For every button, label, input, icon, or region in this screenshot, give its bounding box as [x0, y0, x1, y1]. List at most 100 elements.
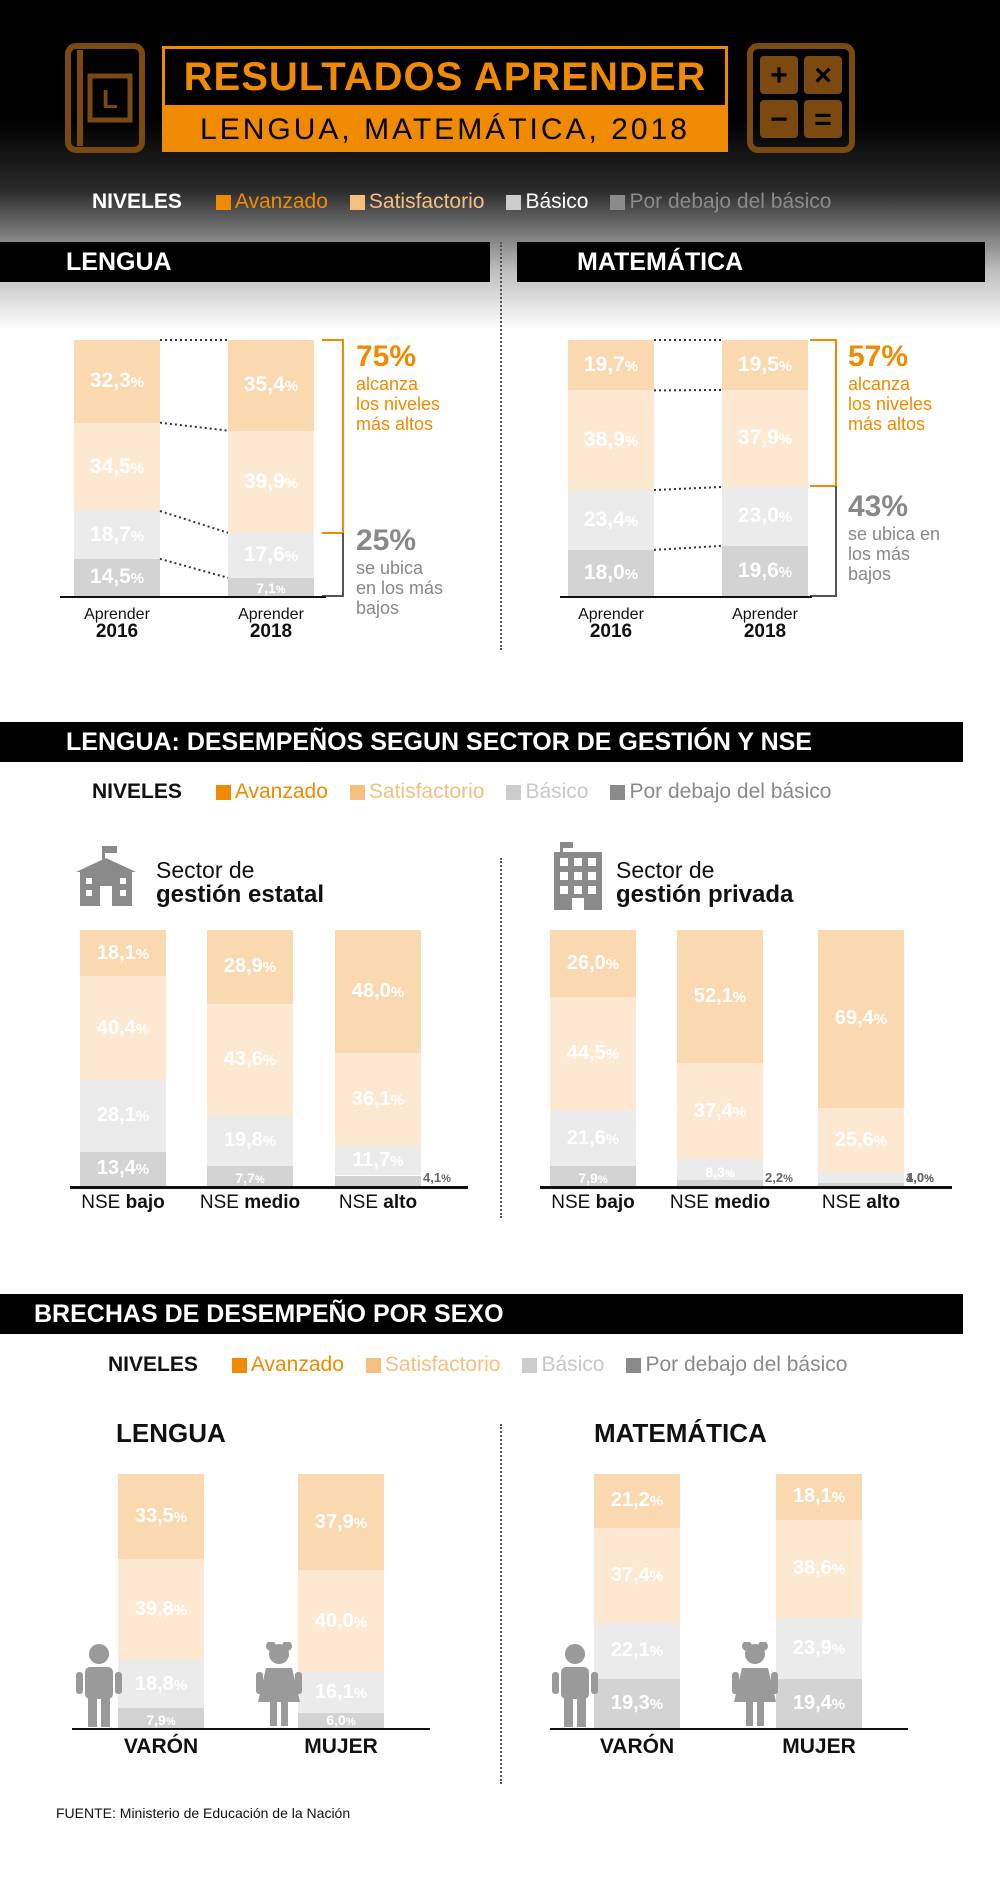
bar-segment: 17,6%: [228, 532, 314, 578]
legend-item: Satisfactorio: [349, 780, 485, 804]
building-icon: [554, 842, 602, 910]
legend-swatch: [215, 194, 231, 210]
data-label: 40,0%: [314, 1609, 368, 1632]
data-label: 19,6%: [737, 558, 793, 582]
legend-item: Satisfactorio: [349, 190, 485, 214]
lengua-high-text-2: los niveles: [356, 394, 441, 414]
bar-segment: 13,4%: [80, 1151, 166, 1186]
data-label: 17,6%: [243, 543, 299, 567]
legend-label: Satisfactorio: [368, 780, 485, 803]
data-label: 19,8%: [223, 1129, 277, 1152]
calculator-icon: + × − =: [747, 43, 855, 153]
section3-matematica-title: MATEMÁTICA: [594, 1418, 767, 1448]
bar-segment: 44,5%: [550, 996, 636, 1111]
bar-segment: 23,0%: [722, 486, 808, 546]
main-title: RESULTADOS APRENDER: [162, 46, 728, 108]
bar-segment: 38,6%: [776, 1519, 862, 1618]
axis-baseline: [540, 1186, 952, 1189]
legend-swatch: [215, 784, 231, 800]
legend-label: Avanzado: [234, 780, 328, 803]
mate-high-text-2: los niveles: [848, 394, 933, 414]
bar-segment: 23,4%: [568, 490, 654, 550]
bar-segment: 23,9%: [776, 1618, 862, 1679]
legend-swatch: [349, 784, 365, 800]
bar-segment: [818, 1173, 904, 1184]
lengua-high-pct: 75%: [356, 340, 417, 373]
bar-segment: 16,1%: [298, 1671, 384, 1713]
axis-baseline: [60, 596, 326, 598]
bar-segment: 18,8%: [118, 1660, 204, 1708]
bar-segment: 19,8%: [207, 1115, 293, 1167]
data-label: 28,1%: [96, 1104, 150, 1127]
lengua-high-text-3: más altos: [356, 414, 434, 434]
data-label: 16,1%: [314, 1680, 368, 1703]
bar-segment: 40,0%: [298, 1570, 384, 1672]
data-label: 43,6%: [223, 1048, 277, 1071]
bar-segment: 6,0%: [298, 1711, 384, 1728]
data-label: 38,9%: [583, 428, 639, 452]
bar-segment: 32,3%: [74, 340, 160, 423]
bar-segment: 7,1%: [228, 577, 314, 596]
bar-segment: 7,9%: [550, 1165, 636, 1186]
legend-title: NIVELES: [108, 1353, 198, 1376]
bar-segment: 37,9%: [722, 389, 808, 487]
sector-estatal-line1: Sector de: [156, 857, 255, 883]
data-label: 37,4%: [610, 1563, 664, 1586]
mate-high-text-3: más altos: [848, 414, 926, 434]
bar-segment: 21,2%: [594, 1474, 680, 1528]
mate-high-annotation: 57% alcanza los niveles más altos: [848, 340, 932, 434]
tick-label: Aprender 2016: [84, 606, 150, 642]
legend-item: Por debajo del básico: [610, 780, 831, 804]
legend-title: NIVELES: [92, 780, 182, 803]
bar-segment: 26,0%: [550, 930, 636, 997]
matematica-header-bar: MATEMÁTICA: [517, 242, 985, 282]
bar-segment: 14,5%: [74, 558, 160, 596]
data-label: 23,4%: [583, 507, 639, 531]
bar-segment: [677, 1180, 763, 1186]
lengua-header-bar: LENGUA: [0, 242, 490, 282]
data-label: 33,5%: [134, 1505, 188, 1528]
section3-title: BRECHAS DE DESEMPEÑO POR SEXO: [34, 1299, 504, 1328]
section3-header-bar: BRECHAS DE DESEMPEÑO POR SEXO: [0, 1294, 963, 1334]
bar-segment: [818, 1183, 904, 1186]
sector-estatal-line2: gestión estatal: [156, 882, 324, 907]
data-label: 7,9%: [578, 1169, 608, 1186]
data-label: 19,4%: [792, 1691, 846, 1714]
data-label: 48,0%: [351, 980, 405, 1003]
data-label: 35,4%: [243, 373, 299, 397]
sector-privada-line1: Sector de: [616, 857, 715, 883]
legend-section2: NIVELES Avanzado Satisfactorio Básico Por de…: [92, 780, 853, 804]
lengua-header-title: LENGUA: [66, 247, 172, 276]
legend-label: Por debajo del básico: [629, 780, 832, 803]
data-label: 8,3%: [705, 1164, 735, 1181]
data-label: 19,5%: [737, 352, 793, 376]
legend-swatch: [610, 194, 626, 210]
bar-segment: 39,8%: [118, 1559, 204, 1661]
bar-segment: 48,0%: [335, 930, 421, 1054]
data-label: 11,7%: [352, 1149, 404, 1172]
tick-label: Aprender 2018: [238, 606, 304, 642]
female-icon: [732, 1642, 778, 1726]
matematica-header-title: MATEMÁTICA: [577, 247, 744, 276]
bar-segment: 7,9%: [118, 1707, 204, 1728]
lengua-low-text-1: se ubica: [356, 558, 424, 578]
sector-privada-line2-text: gestión privada: [616, 881, 794, 908]
legend-item: Por debajo del básico: [610, 190, 831, 214]
legend-label: Satisfactorio: [368, 190, 485, 213]
tick-label: MUJER: [782, 1735, 856, 1758]
bar-segment: 18,7%: [74, 511, 160, 559]
bar-segment: 69,4%: [818, 930, 904, 1108]
legend-swatch: [522, 1357, 538, 1373]
data-label: 6,0%: [326, 1711, 356, 1728]
sector-estatal-line2-text: gestión estatal: [156, 881, 325, 908]
bar-segment: 43,6%: [207, 1003, 293, 1116]
data-label: 44,5%: [566, 1042, 620, 1064]
tick-label: VARÓN: [123, 1735, 199, 1758]
bar-segment: 7,7%: [207, 1166, 293, 1186]
male-icon: [76, 1644, 122, 1727]
data-label: 32,3%: [89, 369, 145, 393]
bar-segment: 18,1%: [776, 1474, 862, 1520]
tick-label: NSE medio: [669, 1192, 771, 1213]
mate-high-pct: 57%: [848, 340, 909, 373]
male-icon: [552, 1644, 598, 1727]
